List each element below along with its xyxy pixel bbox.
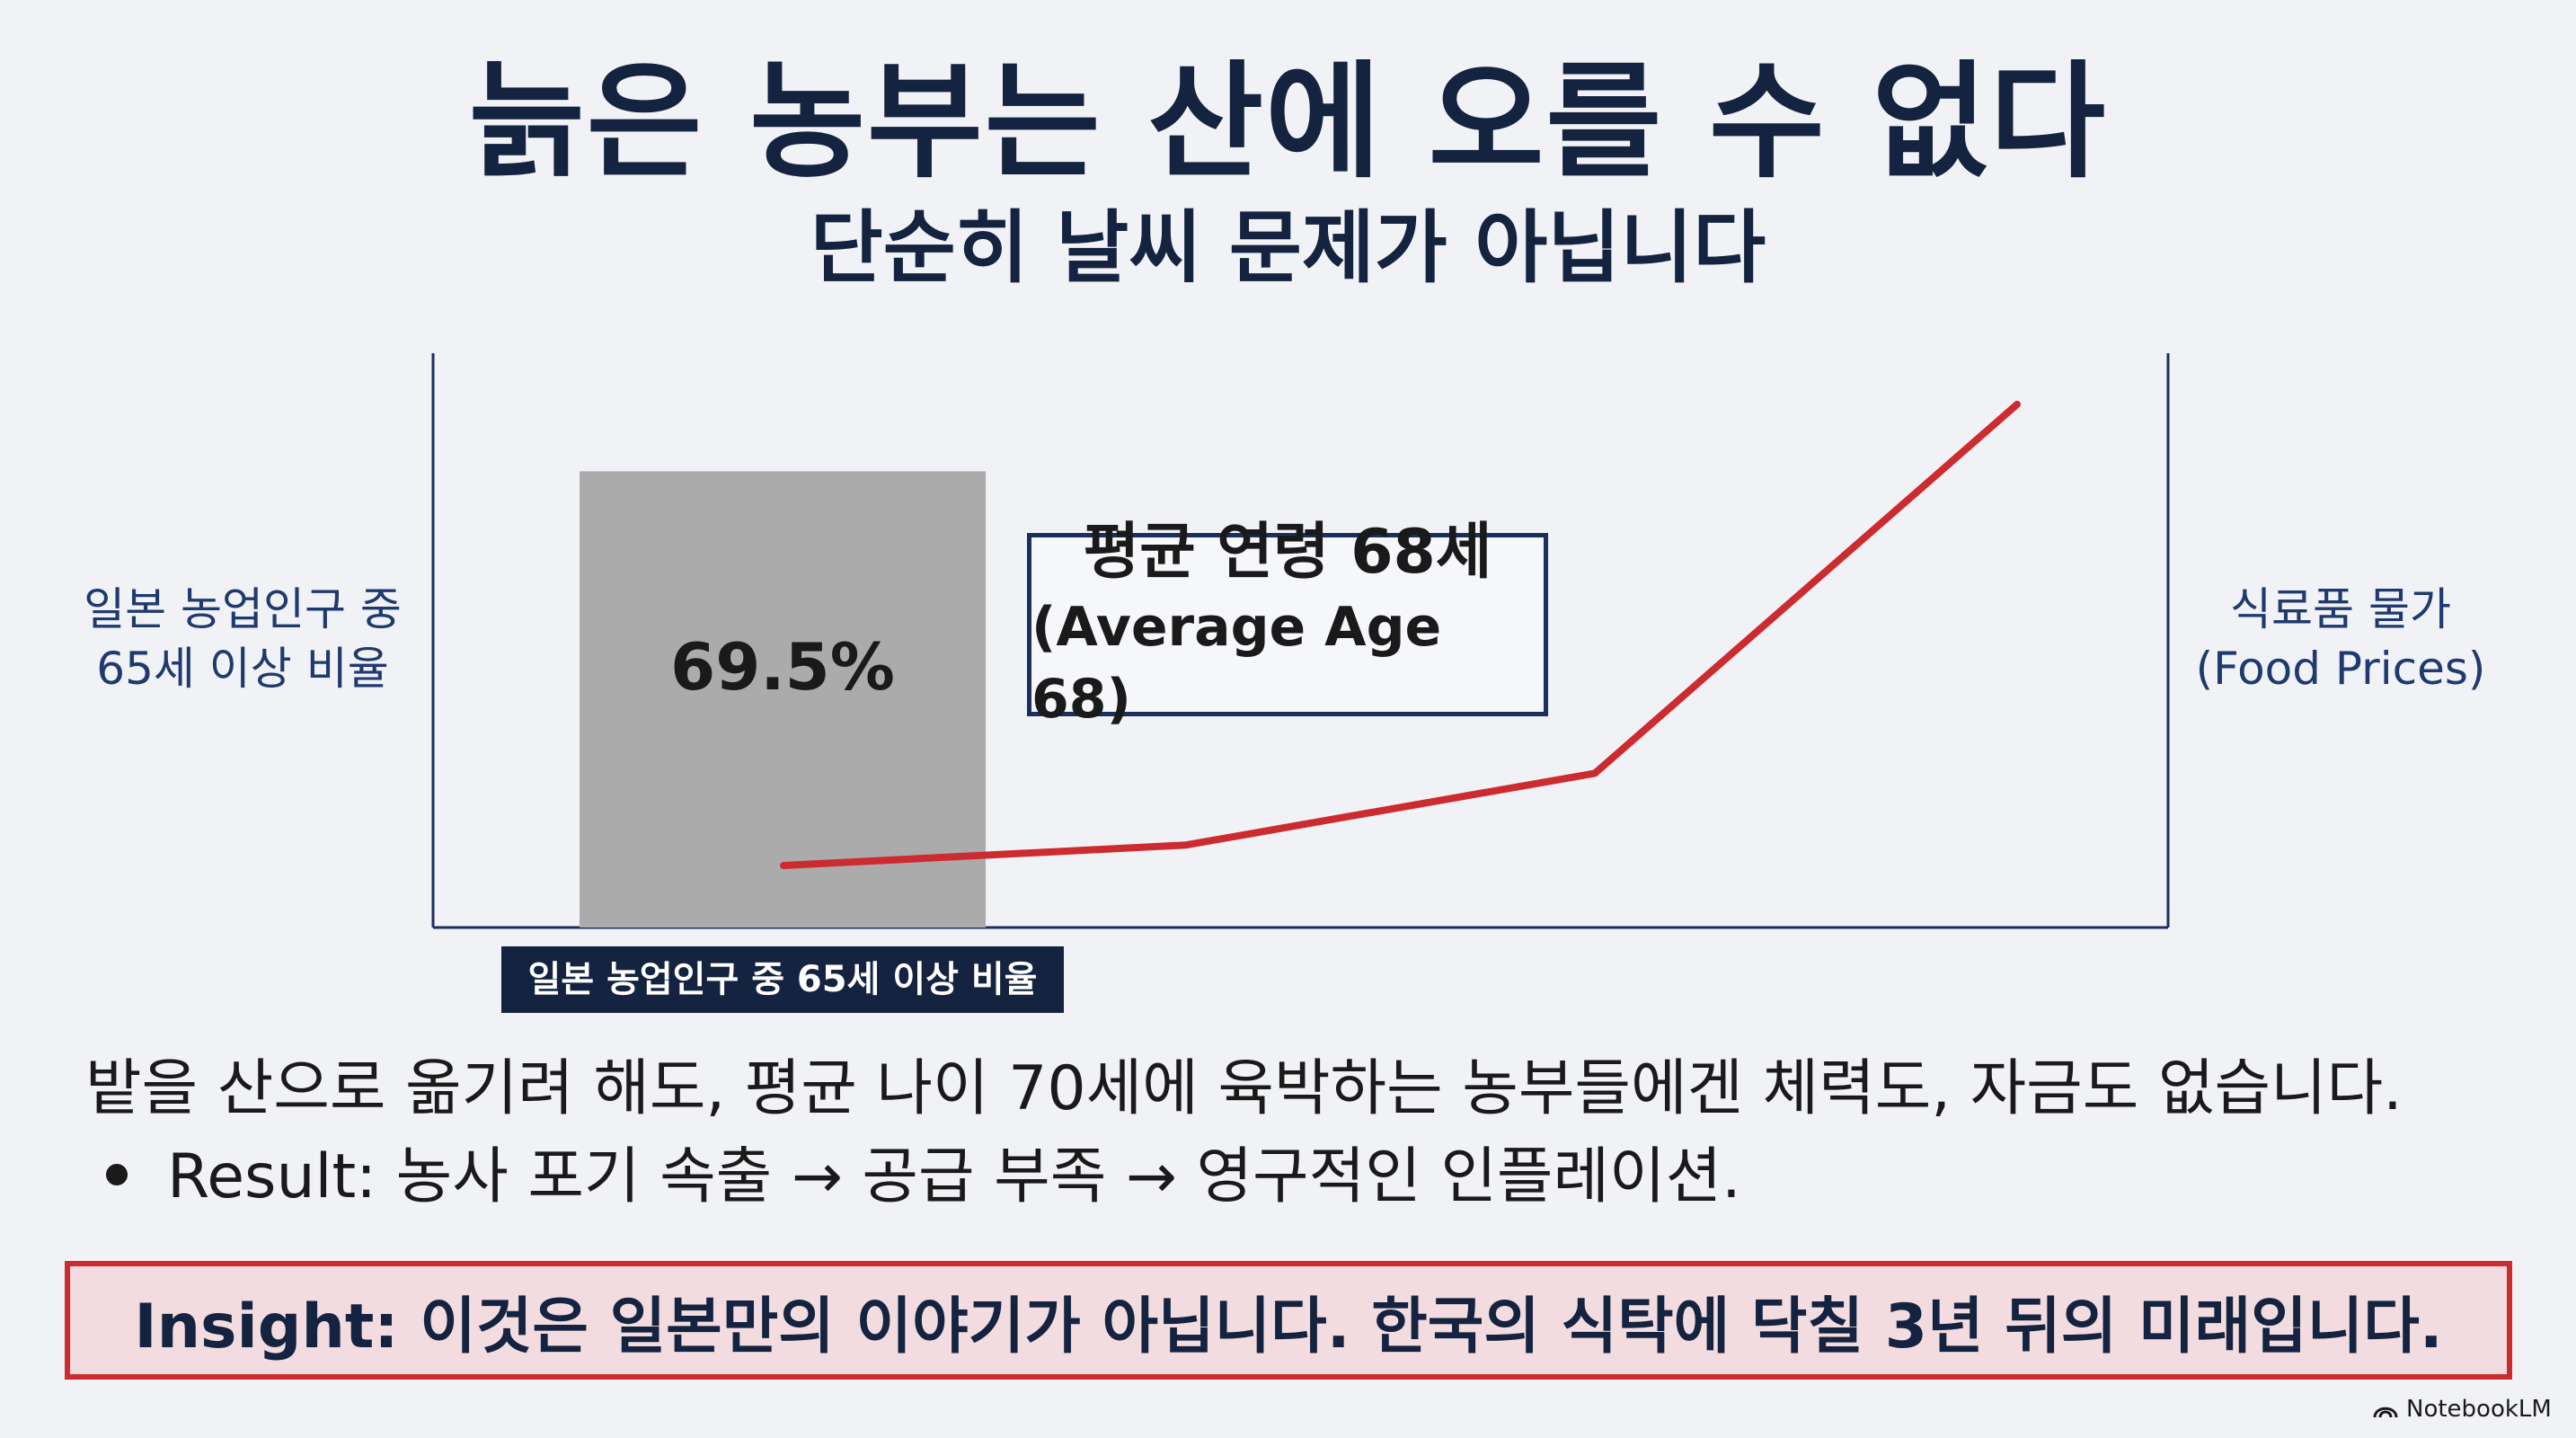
notebooklm-logo: NotebookLM bbox=[2372, 1393, 2561, 1425]
right-axis-label: 식료품 물가 (Food Prices) bbox=[2156, 580, 2525, 698]
food-price-line bbox=[780, 400, 2021, 869]
bar-category-label: 일본 농업인구 중 65세 이상 비율 bbox=[501, 946, 1064, 1013]
average-age-callout: 평균 연령 68세 (Average Age 68) bbox=[1027, 517, 1548, 731]
insight-box: Insight: 이것은 일본만의 이야기가 아닙니다. 한국의 식탁에 닥칠 … bbox=[65, 1261, 2512, 1380]
right-axis-label-line2: (Food Prices) bbox=[2195, 643, 2486, 695]
logo-text: NotebookLM bbox=[2406, 1396, 2552, 1423]
left-axis-label-line2: 65세 이상 비율 bbox=[96, 643, 389, 695]
result-bullet-text: Result: 농사 포기 속출 → 공급 부족 → 영구적인 인플레이션. bbox=[167, 1141, 1741, 1212]
bar-65-plus-share bbox=[580, 471, 986, 928]
right-axis-label-line1: 식료품 물가 bbox=[2230, 583, 2451, 635]
slide-subtitle: 단순히 날씨 문제가 아닙니다 bbox=[810, 201, 1766, 294]
result-bullet: Result: 농사 포기 속출 → 공급 부족 → 영구적인 인플레이션. bbox=[106, 1140, 2442, 1215]
body-text: 밭을 산으로 옮기려 해도, 평균 나이 70세에 육박하는 농부들에겐 체력도… bbox=[85, 1053, 2403, 1124]
left-axis-label-line1: 일본 농업인구 중 bbox=[84, 583, 402, 635]
insight-text: Insight: 이것은 일본만의 이야기가 아닙니다. 한국의 식탁에 닥칠 … bbox=[134, 1291, 2443, 1363]
notebooklm-icon bbox=[2373, 1407, 2398, 1418]
callout-line2: (Average Age 68) bbox=[1031, 596, 1442, 731]
bullet-dot-icon bbox=[106, 1164, 128, 1186]
callout-line1: 평균 연령 68세 bbox=[1083, 517, 1492, 588]
left-axis-label: 일본 농업인구 중 65세 이상 비율 bbox=[54, 580, 431, 698]
bar-value-label: 69.5% bbox=[670, 629, 895, 705]
slide-title: 늙은 농부는 산에 오를 수 없다 bbox=[468, 49, 2108, 196]
